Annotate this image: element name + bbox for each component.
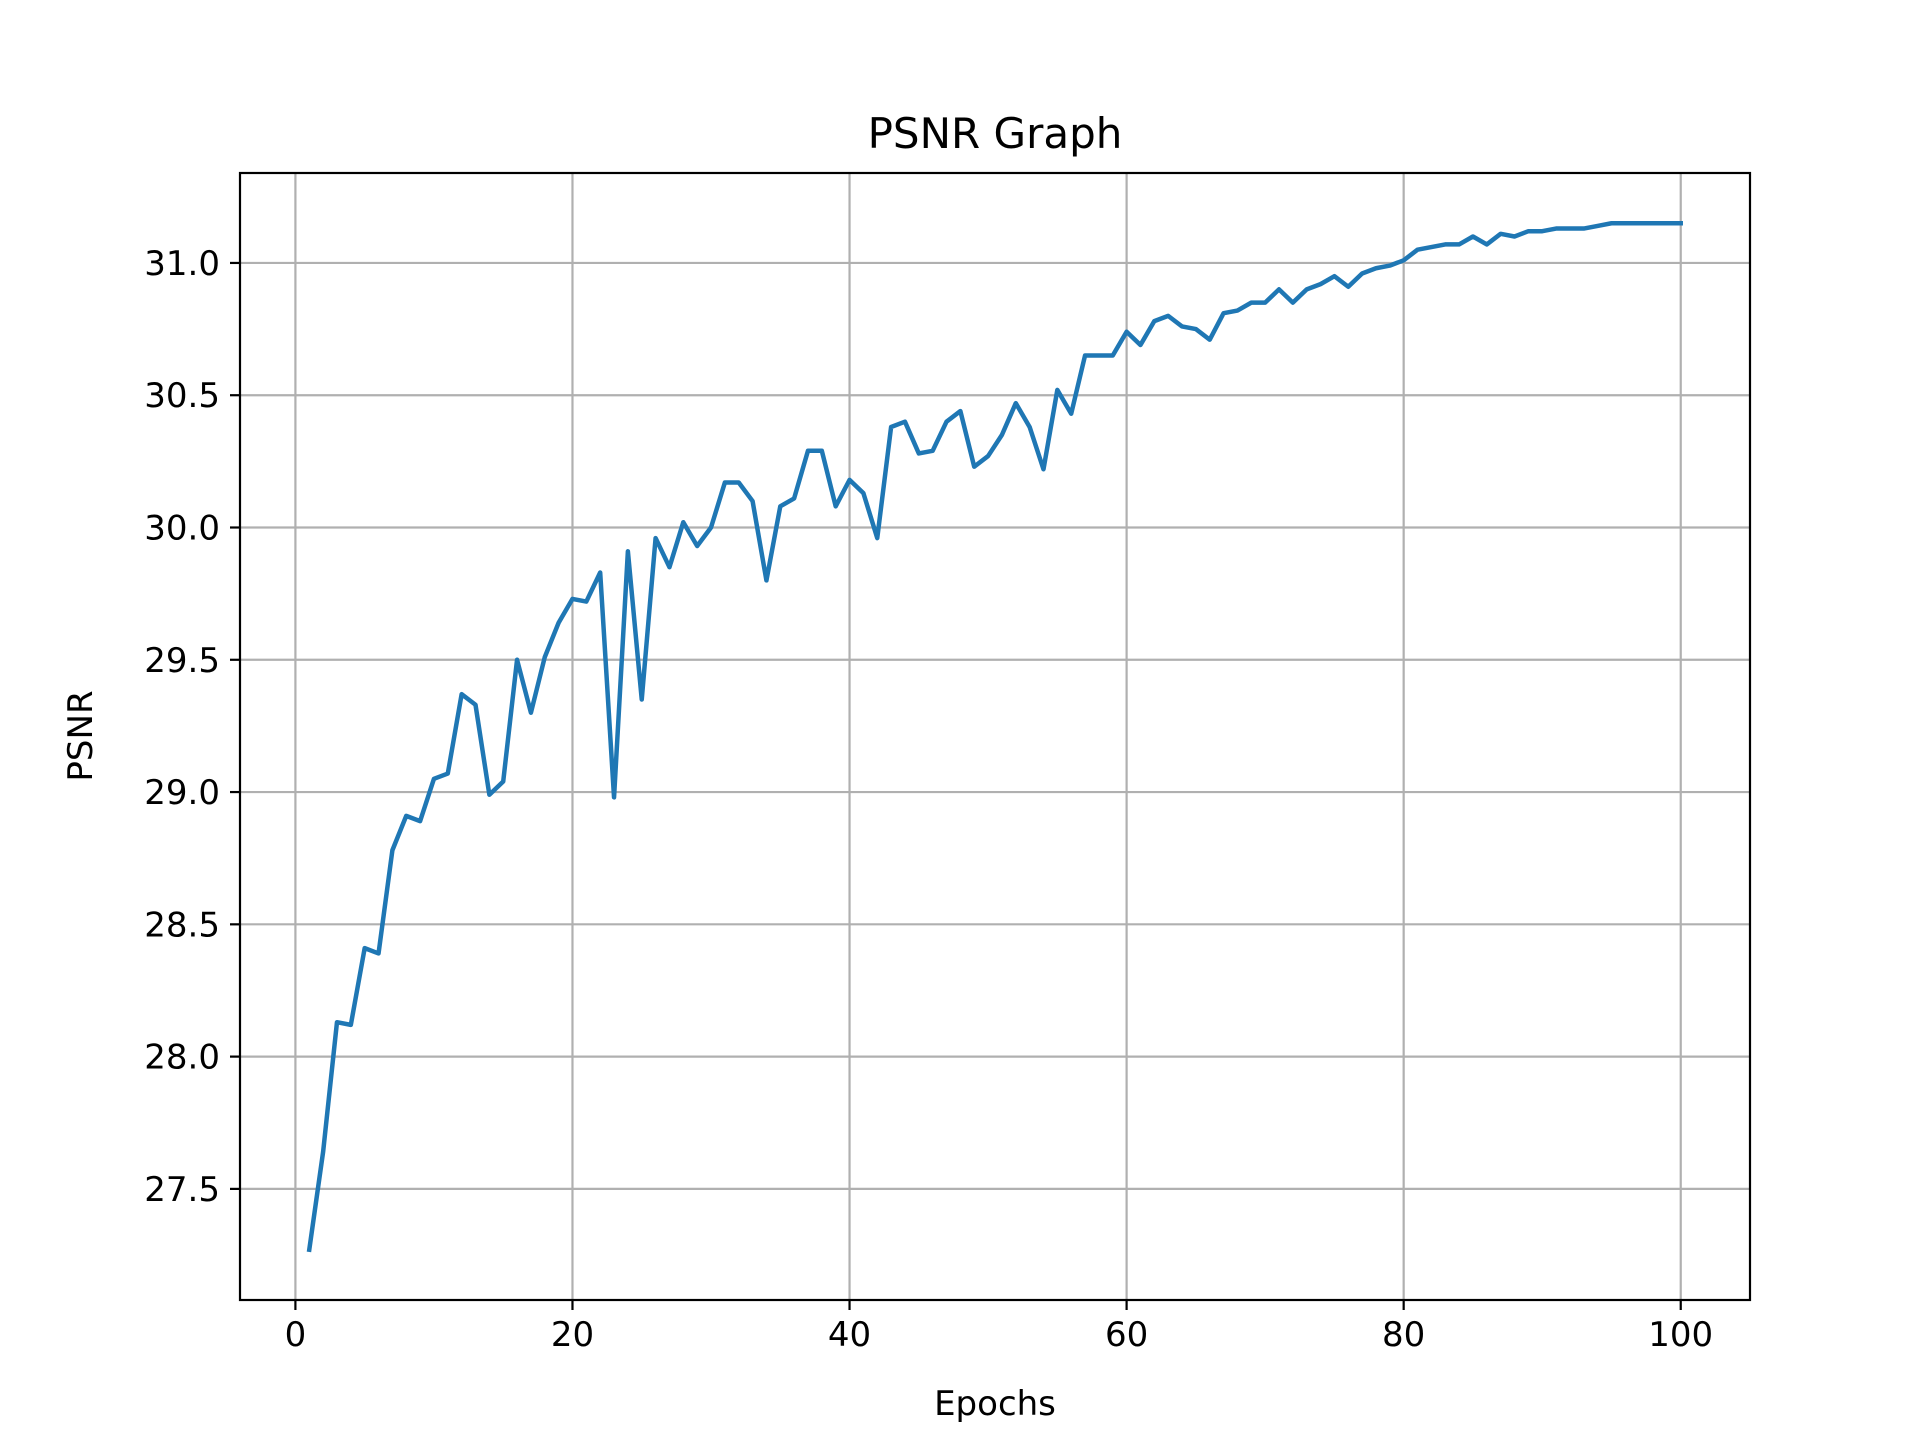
x-axis-label: Epochs — [934, 1384, 1056, 1424]
y-tick-label: 28.5 — [144, 905, 220, 945]
y-tick-label: 29.0 — [144, 773, 220, 813]
y-axis-label: PSNR — [61, 690, 101, 781]
y-tick-label: 30.5 — [144, 376, 220, 416]
x-tick-label: 0 — [285, 1315, 307, 1355]
y-tick-label: 29.5 — [144, 641, 220, 681]
x-tick-label: 60 — [1105, 1315, 1148, 1355]
x-tick-label: 80 — [1382, 1315, 1425, 1355]
ticks: 0 20 40 60 80 100 27.5 28.0 28.5 29.0 29.5 30.0 30.5… — [144, 244, 1713, 1355]
x-tick-label: 100 — [1648, 1315, 1713, 1355]
x-tick-label: 20 — [551, 1315, 594, 1355]
y-tick-label: 28.0 — [144, 1038, 220, 1078]
grid — [240, 173, 1750, 1300]
chart-title: PSNR Graph — [868, 109, 1123, 158]
y-tick-label: 27.5 — [144, 1170, 220, 1210]
y-tick-label: 30.0 — [144, 509, 220, 549]
x-tick-label: 40 — [828, 1315, 871, 1355]
psnr-series-line — [306, 221, 1683, 1253]
plot-frame — [238, 171, 1752, 1302]
y-tick-label: 31.0 — [144, 244, 220, 284]
plot-background — [240, 173, 1750, 1300]
